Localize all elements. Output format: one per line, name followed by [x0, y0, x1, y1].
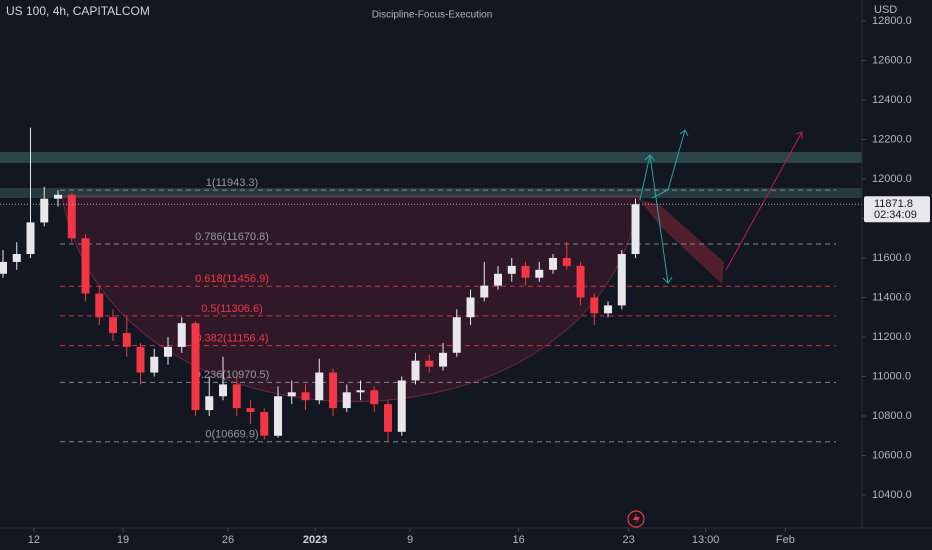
candle-body: [95, 293, 104, 318]
candle-body: [562, 257, 571, 266]
candle-body: [40, 198, 49, 223]
candle-body: [521, 265, 530, 278]
price-tag-countdown: 02:34:09: [874, 209, 917, 221]
candle-body: [109, 317, 118, 334]
arrow-head: [795, 131, 803, 139]
candle-body: [480, 285, 489, 298]
candle-body: [466, 297, 475, 318]
y-tick-label: 10800.0: [872, 410, 912, 422]
y-tick-label: 11400.0: [872, 291, 911, 303]
candle-body: [384, 404, 393, 432]
y-tick-label: 10400.0: [872, 489, 912, 501]
drawings: [0, 129, 862, 402]
arrow-head: [644, 154, 656, 162]
candle-body: [81, 238, 90, 294]
x-tick-label: 19: [117, 534, 129, 546]
candle-body: [494, 273, 503, 286]
resistance-zone: [0, 188, 862, 198]
candle-body: [329, 372, 338, 409]
candle-body: [439, 352, 448, 367]
fib-label: 0.382(11156.4): [196, 333, 269, 345]
chart-title: US 100, 4h, CAPITALCOM: [6, 4, 150, 18]
candle-body: [370, 390, 379, 405]
candle-body: [590, 297, 599, 314]
y-tick-label: 12000.0: [872, 173, 912, 185]
candle-body: [425, 360, 434, 367]
candle-body: [549, 257, 558, 270]
candle-body: [54, 194, 63, 199]
candle-body: [0, 261, 7, 274]
candles: [0, 127, 862, 442]
candle-body: [122, 333, 131, 347]
candle-body: [507, 265, 516, 274]
candle-body: [177, 323, 186, 347]
x-tick-label: 9: [407, 534, 413, 546]
candle-body: [219, 384, 228, 397]
resistance-zone: [0, 152, 862, 163]
news-icon-bolt: [633, 513, 640, 525]
y-tick-label: 12200.0: [872, 133, 912, 145]
candle-body: [205, 396, 214, 411]
candle-body: [342, 392, 351, 409]
y-tick-label: 12600.0: [872, 54, 912, 66]
candle-body: [287, 392, 296, 397]
candle-body: [150, 356, 159, 373]
candle-body: [356, 390, 365, 393]
fib-label: 0.618(11456.9): [195, 273, 269, 285]
chart-subtitle: Discipline-Focus-Execution: [372, 10, 493, 21]
x-tick-label: 13:00: [692, 534, 720, 546]
projection-arrow: [651, 129, 686, 199]
candle-body: [246, 408, 255, 413]
fib-label: 0(10669.9): [205, 429, 258, 441]
y-tick-label: 12400.0: [872, 94, 912, 106]
news-icon[interactable]: [627, 510, 645, 528]
candle-body: [535, 269, 544, 278]
x-tick-label: 2023: [303, 534, 327, 546]
candle-body: [164, 346, 173, 357]
price-tag-value: 11871.8: [874, 198, 913, 210]
candle-body: [411, 360, 420, 381]
projection-channel: [640, 200, 724, 284]
fib-label: 0.236(10970.5): [195, 369, 270, 381]
candle-body: [26, 222, 35, 255]
x-tick-label: 23: [623, 534, 635, 546]
fib-label: 1(11943.3): [206, 177, 258, 189]
y-tick-label: 11000.0: [872, 370, 911, 382]
y-tick-label: 11200.0: [872, 331, 911, 343]
price-tag: [864, 196, 930, 223]
candle-body: [274, 396, 283, 436]
arrow-head: [679, 129, 689, 137]
arrow-head: [662, 276, 673, 284]
y-tick-label: 11600.0: [872, 252, 911, 264]
x-tick-label: Feb: [776, 534, 795, 546]
cup-shape: [61, 195, 641, 402]
candle-body: [12, 254, 21, 262]
projection-arrow: [725, 131, 803, 271]
axes: 10400.0 10600.0 10800.0 11000.0 11200.0 11400…: [28, 15, 930, 546]
y-tick-label: 12800.0: [872, 15, 912, 27]
fib-levels: 1(11943.3) 0.786(11670.8) 0.618(11456.9) 0.…: [60, 177, 836, 443]
candle-body: [576, 265, 585, 298]
candle-body: [232, 384, 241, 409]
candle-body: [315, 372, 324, 401]
candle-body: [604, 305, 613, 314]
candle-body: [136, 346, 145, 373]
fib-label: 0.786(11670.8): [195, 231, 269, 243]
fib-label: 0.5(11306.6): [201, 303, 263, 315]
candle-body: [397, 380, 406, 432]
candle-body: [301, 392, 310, 401]
candle-body: [191, 323, 200, 411]
candle-body: [631, 204, 640, 255]
candle-body: [67, 194, 76, 239]
y-tick-label: 10600.0: [872, 449, 912, 461]
candle-body: [260, 412, 269, 436]
x-tick-label: 12: [28, 534, 40, 546]
x-tick-label: 26: [222, 534, 234, 546]
candle-body: [452, 317, 461, 353]
currency-label: USD: [874, 4, 897, 16]
x-tick-label: 16: [513, 534, 525, 546]
candle-body: [617, 254, 626, 306]
